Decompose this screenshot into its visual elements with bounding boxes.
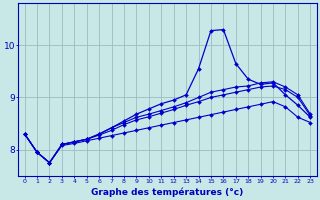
X-axis label: Graphe des températures (°c): Graphe des températures (°c) xyxy=(92,187,244,197)
